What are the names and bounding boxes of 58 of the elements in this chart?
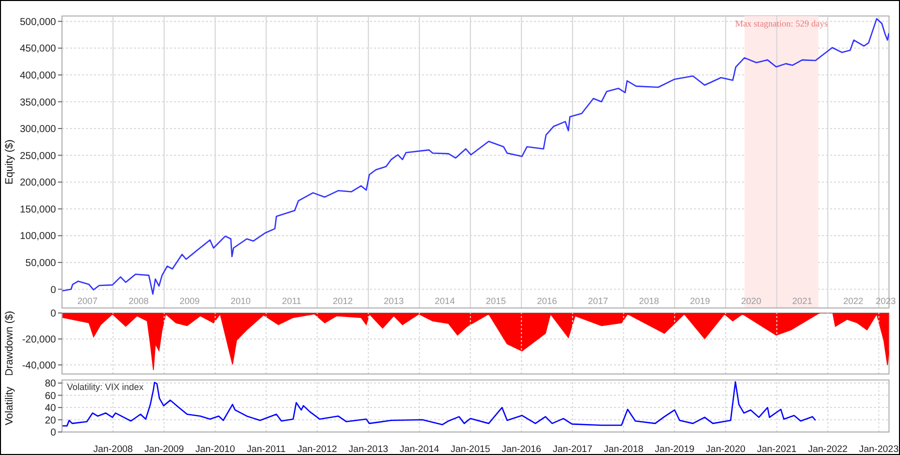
y-tick-label: 400,000 — [20, 70, 56, 82]
x-tick-label: 2016 — [536, 296, 558, 306]
y-axis-title: Drawdown ($) — [4, 310, 16, 376]
x-tick-label: Jan-2017 — [552, 444, 592, 455]
y-tick-label: 250,000 — [20, 150, 56, 162]
x-tick-label: Jan-2018 — [604, 444, 644, 455]
x-tick-label: 2011 — [282, 296, 302, 306]
x-tick-label: 2014 — [434, 296, 455, 306]
y-tick-label: 300,000 — [20, 124, 56, 136]
x-tick-label: 2017 — [588, 296, 608, 306]
y-axis-title: Equity ($) — [4, 140, 16, 184]
x-tick-label: 2007 — [77, 296, 98, 306]
y-tick-label: 40 — [44, 403, 56, 414]
y-tick-label: 350,000 — [20, 97, 56, 108]
x-tick-label: Jan-2023 — [858, 444, 899, 455]
x-tick-label: Jan-2021 — [756, 444, 797, 455]
y-tick-label: -20,000 — [22, 334, 56, 346]
y-tick-label: 50,000 — [25, 258, 56, 270]
x-tick-label: 2019 — [690, 296, 710, 306]
x-tick-label: 2018 — [639, 296, 660, 306]
line-series — [62, 381, 816, 427]
band-label: Max stagnation: 529 days — [735, 18, 828, 28]
x-tick-label: 2009 — [180, 296, 200, 306]
line-series — [62, 18, 889, 295]
y-tick-label: 0 — [50, 284, 56, 296]
x-tick-label: 2015 — [486, 296, 506, 306]
x-tick-label: 2008 — [128, 296, 149, 306]
y-tick-label: 20 — [44, 415, 56, 426]
y-tick-label: -40,000 — [22, 360, 56, 372]
x-tick-label: Jan-2020 — [706, 444, 746, 455]
x-tick-label: 2012 — [332, 296, 353, 306]
y-tick-label: 150,000 — [20, 204, 56, 216]
x-tick-label: Jan-2019 — [654, 444, 694, 455]
y-tick-label: 60 — [44, 390, 56, 402]
x-tick-label: 2021 — [792, 296, 812, 306]
y-tick-label: 200,000 — [20, 178, 56, 189]
y-tick-label: 0 — [50, 308, 56, 320]
y-tick-label: 500,000 — [20, 16, 56, 28]
x-tick-label: 2013 — [384, 296, 404, 306]
x-tick-label: Jan-2016 — [502, 444, 542, 455]
y-tick-label: 80 — [44, 378, 56, 390]
y-tick-label: 450,000 — [20, 44, 56, 55]
y-axis-title: Volatility — [4, 386, 16, 426]
x-tick-label: Jan-2008 — [93, 444, 133, 455]
x-tick-label: Jan-2022 — [808, 444, 848, 455]
y-tick-label: 0 — [50, 428, 56, 439]
x-tick-label: Jan-2012 — [297, 444, 338, 455]
x-tick-label: Jan-2011 — [246, 444, 286, 455]
x-tick-label: 2022 — [843, 296, 864, 306]
x-tick-label: 2010 — [230, 296, 251, 306]
y-tick-label: 100,000 — [20, 231, 56, 242]
x-tick-label: Jan-2014 — [400, 444, 440, 455]
x-tick-label: 2020 — [741, 296, 762, 306]
x-tick-label: Jan-2015 — [450, 444, 490, 455]
x-tick-label: Jan-2013 — [348, 444, 388, 455]
x-tick-label: Jan-2010 — [195, 444, 235, 455]
annotation: Volatility: VIX index — [67, 382, 144, 392]
x-tick-label: Jan-2009 — [144, 444, 184, 455]
